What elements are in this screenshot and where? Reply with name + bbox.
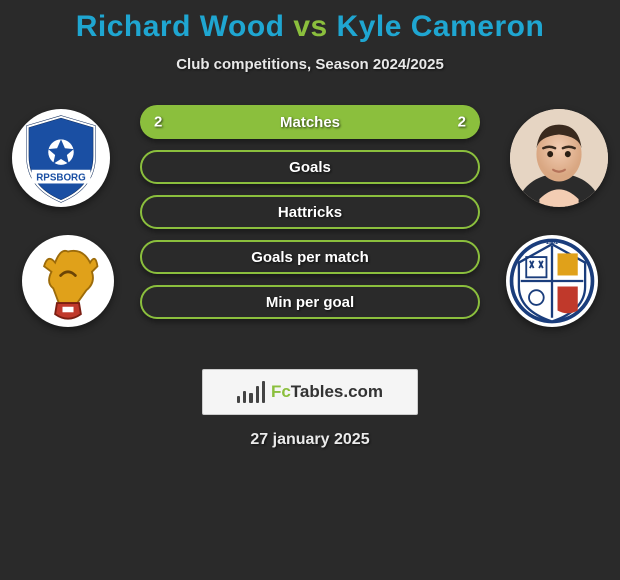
svg-text:1901: 1901 [546, 240, 558, 246]
brand-text: FcTables.com [271, 382, 383, 402]
subtitle: Club competitions, Season 2024/2025 [0, 56, 620, 73]
stat-row-matches: 2 Matches 2 [140, 105, 480, 139]
stat-row-goals-per-match: Goals per match [140, 240, 480, 274]
person-icon [510, 109, 608, 207]
player1-club-crest: RPSBORG [12, 109, 110, 207]
stat-label: Matches [280, 114, 340, 131]
player2-name: Kyle Cameron [337, 10, 545, 43]
player1-name: Richard Wood [76, 10, 285, 43]
stat-left-value: 2 [154, 114, 162, 131]
player2-club-crest: 1901 [506, 235, 598, 327]
vs-label: vs [293, 10, 327, 43]
player2-headshot [510, 109, 608, 207]
shield-crest-icon: RPSBORG [12, 109, 110, 207]
stat-label: Goals [289, 159, 331, 176]
stat-row-min-per-goal: Min per goal [140, 285, 480, 319]
stat-row-goals: Goals [140, 150, 480, 184]
svg-text:RPSBORG: RPSBORG [36, 173, 86, 184]
brand-prefix: Fc [271, 382, 291, 401]
date-label: 27 january 2025 [0, 431, 620, 449]
bar-chart-icon [237, 381, 265, 403]
brand-suffix: Tables.com [291, 382, 383, 401]
stat-right-value: 2 [458, 114, 466, 131]
stat-label: Goals per match [251, 249, 369, 266]
viking-crest-icon [22, 235, 114, 327]
stat-row-hattricks: Hattricks [140, 195, 480, 229]
barrow-crest-icon: 1901 [506, 235, 598, 327]
stats-column: 2 Matches 2 Goals Hattricks Goals per ma… [140, 105, 480, 319]
page-title: Richard Wood vs Kyle Cameron [0, 10, 620, 44]
stats-area: RPSBORG [0, 95, 620, 355]
brand-watermark: FcTables.com [202, 369, 418, 415]
stat-label: Min per goal [266, 294, 354, 311]
player1-club-crest-2 [22, 235, 114, 327]
stat-label: Hattricks [278, 204, 342, 221]
comparison-card: Richard Wood vs Kyle Cameron Club compet… [0, 0, 620, 449]
